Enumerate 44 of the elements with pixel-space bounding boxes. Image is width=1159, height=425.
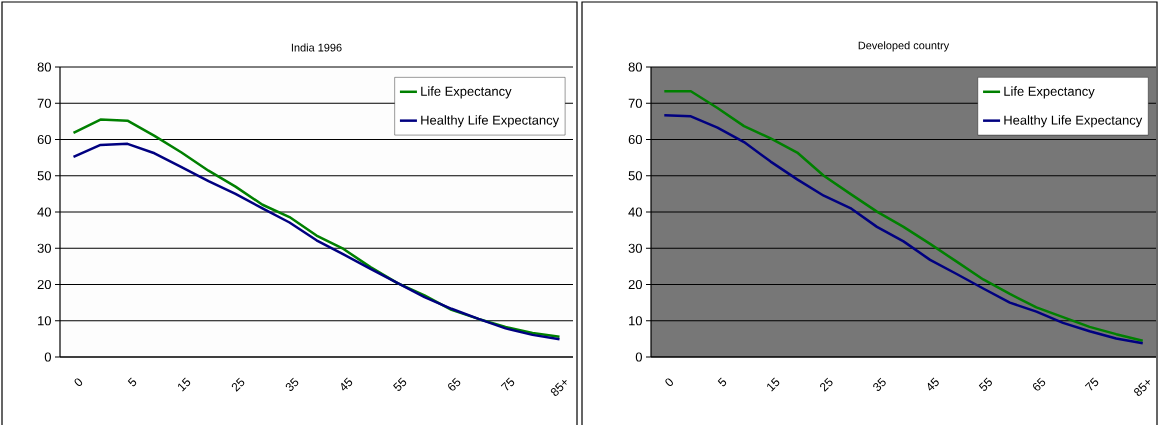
y-tick-label: 40 xyxy=(37,207,51,217)
x-tick-label: 45 xyxy=(341,377,353,391)
legend-label: Life Expectancy xyxy=(421,86,512,99)
x-tick-label: 75 xyxy=(1084,377,1099,391)
y-tick-label: 50 xyxy=(37,171,51,181)
y-tick-label: 20 xyxy=(628,279,642,290)
y-tick-label: 20 xyxy=(37,279,51,290)
y-tick-label: 0 xyxy=(635,352,642,362)
y-tick-label: 70 xyxy=(628,98,642,108)
x-tick-label: 0 xyxy=(74,378,83,387)
y-tick-label: 70 xyxy=(37,98,51,108)
legend-label: Healthy Life Expectancy xyxy=(421,115,560,128)
y-tick-label: 60 xyxy=(628,134,642,145)
x-tick-label: 15 xyxy=(767,377,780,392)
chart-title: Developed country xyxy=(858,41,950,52)
legend-label: Healthy Life Expectancy xyxy=(1004,115,1143,128)
x-tick-label: 15 xyxy=(178,377,191,392)
x-tick-label: 5 xyxy=(717,377,727,387)
legend-label: Life Expectancy xyxy=(1004,86,1095,99)
y-tick-label: 80 xyxy=(37,62,51,72)
y-tick-label: 50 xyxy=(628,171,642,181)
x-tick-label: 25 xyxy=(820,377,833,392)
x-tick-label: 0 xyxy=(665,378,673,387)
y-tick-label: 10 xyxy=(38,316,51,326)
y-tick-label: 80 xyxy=(628,62,642,72)
x-tick-label: 85+ xyxy=(550,380,567,396)
x-tick-label: 65 xyxy=(1032,377,1046,391)
y-tick-label: 10 xyxy=(629,316,642,326)
chart-title: India 1996 xyxy=(291,43,342,52)
y-tick-label: 30 xyxy=(37,243,51,253)
x-tick-label: 55 xyxy=(393,377,407,391)
x-tick-label: 55 xyxy=(978,377,992,391)
x-tick-label: 35 xyxy=(285,377,299,391)
x-tick-label: 35 xyxy=(873,377,886,391)
y-tick-label: 40 xyxy=(628,207,642,217)
y-tick-label: 60 xyxy=(37,134,51,145)
y-tick-label: 0 xyxy=(44,352,51,362)
y-tick-label: 30 xyxy=(628,243,642,253)
x-tick-label: 85+ xyxy=(1134,380,1150,396)
x-tick-label: 75 xyxy=(500,377,515,391)
x-tick-label: 65 xyxy=(448,377,461,391)
x-tick-label: 45 xyxy=(927,377,939,391)
x-tick-label: 25 xyxy=(231,377,245,392)
x-tick-label: 5 xyxy=(127,377,137,387)
